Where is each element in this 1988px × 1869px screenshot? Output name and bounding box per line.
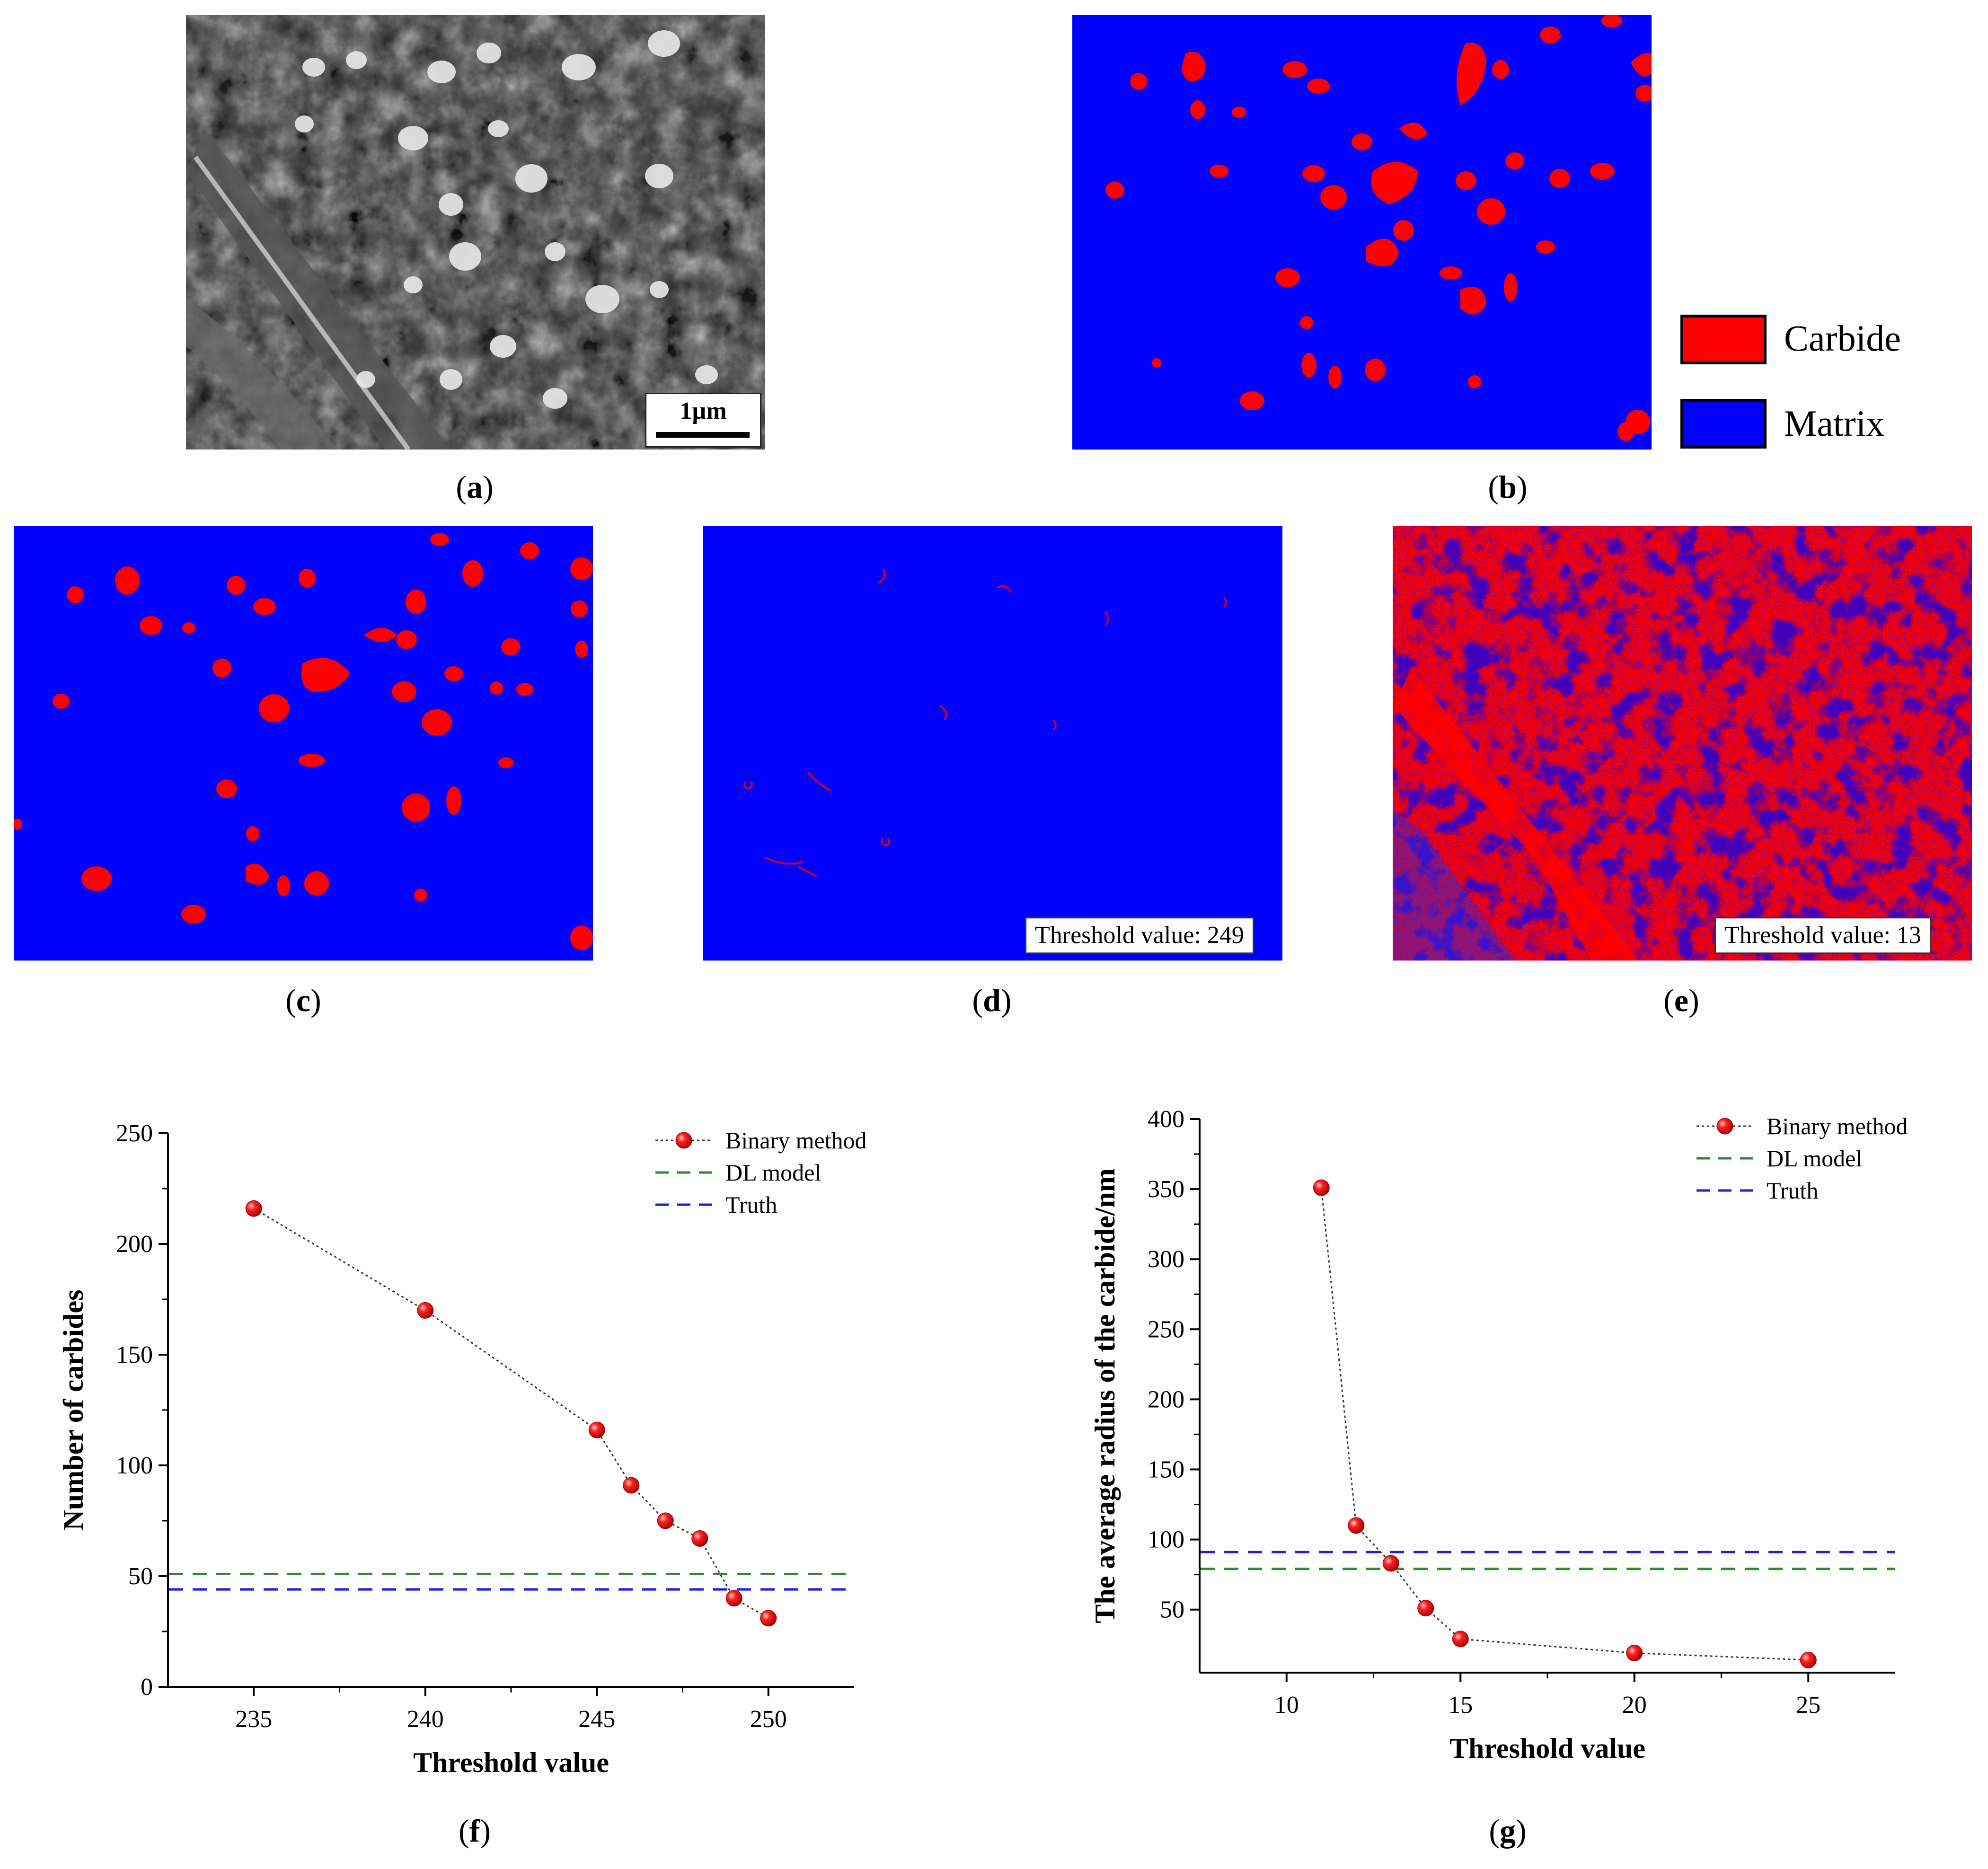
caption-b: (b): [1488, 469, 1528, 505]
caption-e: (e): [1663, 982, 1699, 1018]
y-tick-label: 300: [1148, 1246, 1184, 1273]
binary-method-point: [1417, 1600, 1434, 1617]
x-tick-label: 235: [235, 1706, 272, 1733]
sem-texture: [186, 15, 765, 450]
carbide-particles-c: [14, 533, 593, 950]
legend-swatch-matrix: [1680, 399, 1767, 449]
binary-method-point: [657, 1512, 674, 1529]
legend-binary-method-label: Binary method: [1767, 1113, 1908, 1139]
caption-a: (a): [456, 469, 494, 505]
scale-bar-box: 1µm: [645, 393, 761, 448]
x-tick-label: 240: [407, 1706, 444, 1733]
series-binary-method-line: [1320, 1187, 1809, 1661]
carbide-particles-b: [1105, 15, 1652, 441]
y-tick-label: 200: [1148, 1386, 1184, 1413]
threshold-label-d: Threshold value: 249: [1025, 917, 1254, 954]
x-tick-label: 250: [750, 1706, 787, 1733]
panel-b-segmentation: [1072, 15, 1652, 450]
y-tick-label: 400: [1148, 1106, 1184, 1133]
x-tick-label: 15: [1448, 1692, 1473, 1719]
threshold-label-e: Threshold value: 13: [1714, 917, 1931, 954]
legend-binary-method-marker: [1716, 1118, 1733, 1135]
y-axis-label: The average radius of the carbide/nm: [1089, 1168, 1121, 1623]
y-tick-label: 250: [116, 1120, 153, 1147]
y-axis-label: Number of carbides: [58, 1290, 89, 1531]
binary-method-point: [623, 1477, 640, 1494]
caption-d: (d): [972, 982, 1012, 1018]
scale-bar-label: 1µm: [680, 397, 727, 424]
binary-method-point: [691, 1530, 708, 1547]
y-tick-label: 150: [116, 1341, 153, 1368]
y-tick-label: 100: [116, 1452, 153, 1479]
panel-a-sem-image: 1µm: [186, 15, 765, 450]
x-tick-label: 10: [1274, 1692, 1299, 1719]
panel-d-threshold-249: Threshold value: 249: [703, 526, 1282, 961]
binary-method-point: [1626, 1645, 1643, 1662]
binary-method-point: [1382, 1555, 1399, 1572]
panel-e-threshold-13: Threshold value: 13: [1393, 526, 1972, 961]
y-tick-label: 100: [1148, 1526, 1184, 1553]
y-tick-label: 150: [1148, 1456, 1184, 1483]
binary-method-point: [417, 1302, 434, 1319]
y-tick-label: 50: [128, 1563, 153, 1590]
noisy-segmentation-e: [1393, 526, 1972, 961]
sparse-carbide-edges-d: [743, 568, 1227, 877]
chart-f-number-of-carbides: 235 240 245 250 0 50 100 150 200 250 Threshold val…: [58, 1120, 867, 1778]
series-binary-method-line: [253, 1208, 769, 1619]
binary-method-point: [1800, 1651, 1817, 1668]
caption-g: (g): [1489, 1813, 1527, 1849]
y-tick-label: 50: [1160, 1596, 1184, 1623]
binary-method-point: [760, 1610, 777, 1627]
legend-binary-method-marker: [675, 1132, 692, 1149]
x-axis-label: Threshold value: [413, 1747, 609, 1778]
binary-method-point: [725, 1590, 742, 1607]
caption-f: (f): [459, 1813, 491, 1849]
caption-c: (c): [285, 982, 321, 1018]
legend-swatch-carbide: [1680, 315, 1767, 364]
legend-truth-label: Truth: [1767, 1177, 1818, 1204]
x-tick-label: 245: [578, 1706, 615, 1733]
binary-method-point: [1452, 1631, 1469, 1648]
x-tick-label: 20: [1622, 1692, 1647, 1719]
x-axis-label: Threshold value: [1449, 1733, 1645, 1764]
legend-label-matrix: Matrix: [1784, 403, 1885, 444]
y-tick-label: 0: [141, 1674, 153, 1701]
binary-method-point: [588, 1421, 605, 1438]
legend-dl-model-label: DL model: [1767, 1145, 1862, 1172]
legend-dl-model-label: DL model: [725, 1159, 821, 1186]
y-tick-label: 200: [116, 1231, 153, 1258]
legend-truth-label: Truth: [725, 1191, 777, 1218]
y-tick-label: 250: [1148, 1316, 1184, 1343]
binary-method-point: [245, 1200, 262, 1217]
x-tick-label: 25: [1796, 1692, 1820, 1719]
y-tick-label: 350: [1148, 1176, 1184, 1203]
legend-binary-method-label: Binary method: [725, 1127, 867, 1154]
chart-g-average-radius: 10 15 20 25 50 100 150 200 250 300 350 400 Threshold…: [1089, 1106, 1908, 1764]
binary-method-point: [1313, 1179, 1330, 1196]
legend-label-carbide: Carbide: [1784, 317, 1901, 359]
scale-bar-line: [656, 432, 750, 438]
panel-c-segmentation: [14, 526, 593, 961]
binary-method-point: [1348, 1517, 1365, 1534]
